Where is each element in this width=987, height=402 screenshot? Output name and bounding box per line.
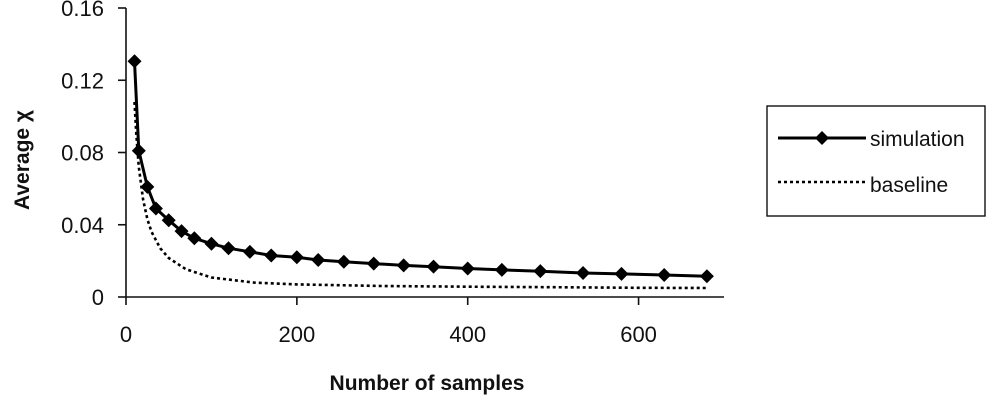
y-axis-title: Average χ <box>11 110 34 210</box>
x-tick-group: 0 200 400 600 <box>120 297 657 347</box>
legend-simulation-label: simulation <box>870 128 965 151</box>
simulation-point <box>127 54 142 69</box>
simulation-point <box>242 244 257 259</box>
legend-box <box>766 105 986 217</box>
simulation-point <box>576 265 591 280</box>
simulation-point <box>289 250 304 265</box>
y-tick-label: 0.04 <box>61 213 104 238</box>
simulation-point <box>426 259 441 274</box>
simulation-point <box>161 213 176 228</box>
simulation-point <box>699 269 714 284</box>
simulation-point <box>460 261 475 276</box>
legend-simulation-marker <box>815 131 829 145</box>
series-layer <box>127 54 714 290</box>
simulation-point <box>614 266 629 281</box>
y-tick-label: 0.12 <box>61 68 104 93</box>
y-tick-label: 0 <box>92 285 104 310</box>
legend-baseline-label: baseline <box>870 174 948 197</box>
axes <box>125 8 724 298</box>
simulation-point <box>264 248 279 263</box>
y-tick-label: 0.16 <box>61 0 104 21</box>
y-tick-group: 0 0.04 0.08 0.12 0.16 <box>61 0 126 310</box>
simulation-point <box>148 201 163 216</box>
simulation-point <box>311 252 326 267</box>
simulation-point <box>187 231 202 246</box>
simulation-point <box>221 241 236 256</box>
simulation-point <box>396 258 411 273</box>
simulation-point <box>336 254 351 269</box>
x-tick-label: 400 <box>449 322 486 347</box>
x-tick-label: 0 <box>120 322 132 347</box>
simulation-point <box>366 256 381 271</box>
x-tick-label: 600 <box>620 322 657 347</box>
legend: simulation baseline <box>766 105 986 217</box>
simulation-point <box>204 236 219 251</box>
simulation-point <box>494 262 509 277</box>
simulation-point <box>174 224 189 239</box>
series-line-simulation <box>133 61 707 278</box>
series-line-baseline <box>133 101 707 290</box>
x-tick-label: 200 <box>278 322 315 347</box>
simulation-point <box>533 264 548 279</box>
y-tick-label: 0.08 <box>61 141 104 166</box>
simulation-point <box>140 179 155 194</box>
x-axis-title: Number of samples <box>330 372 525 395</box>
simulation-point <box>131 143 146 158</box>
simulation-point <box>657 267 672 282</box>
